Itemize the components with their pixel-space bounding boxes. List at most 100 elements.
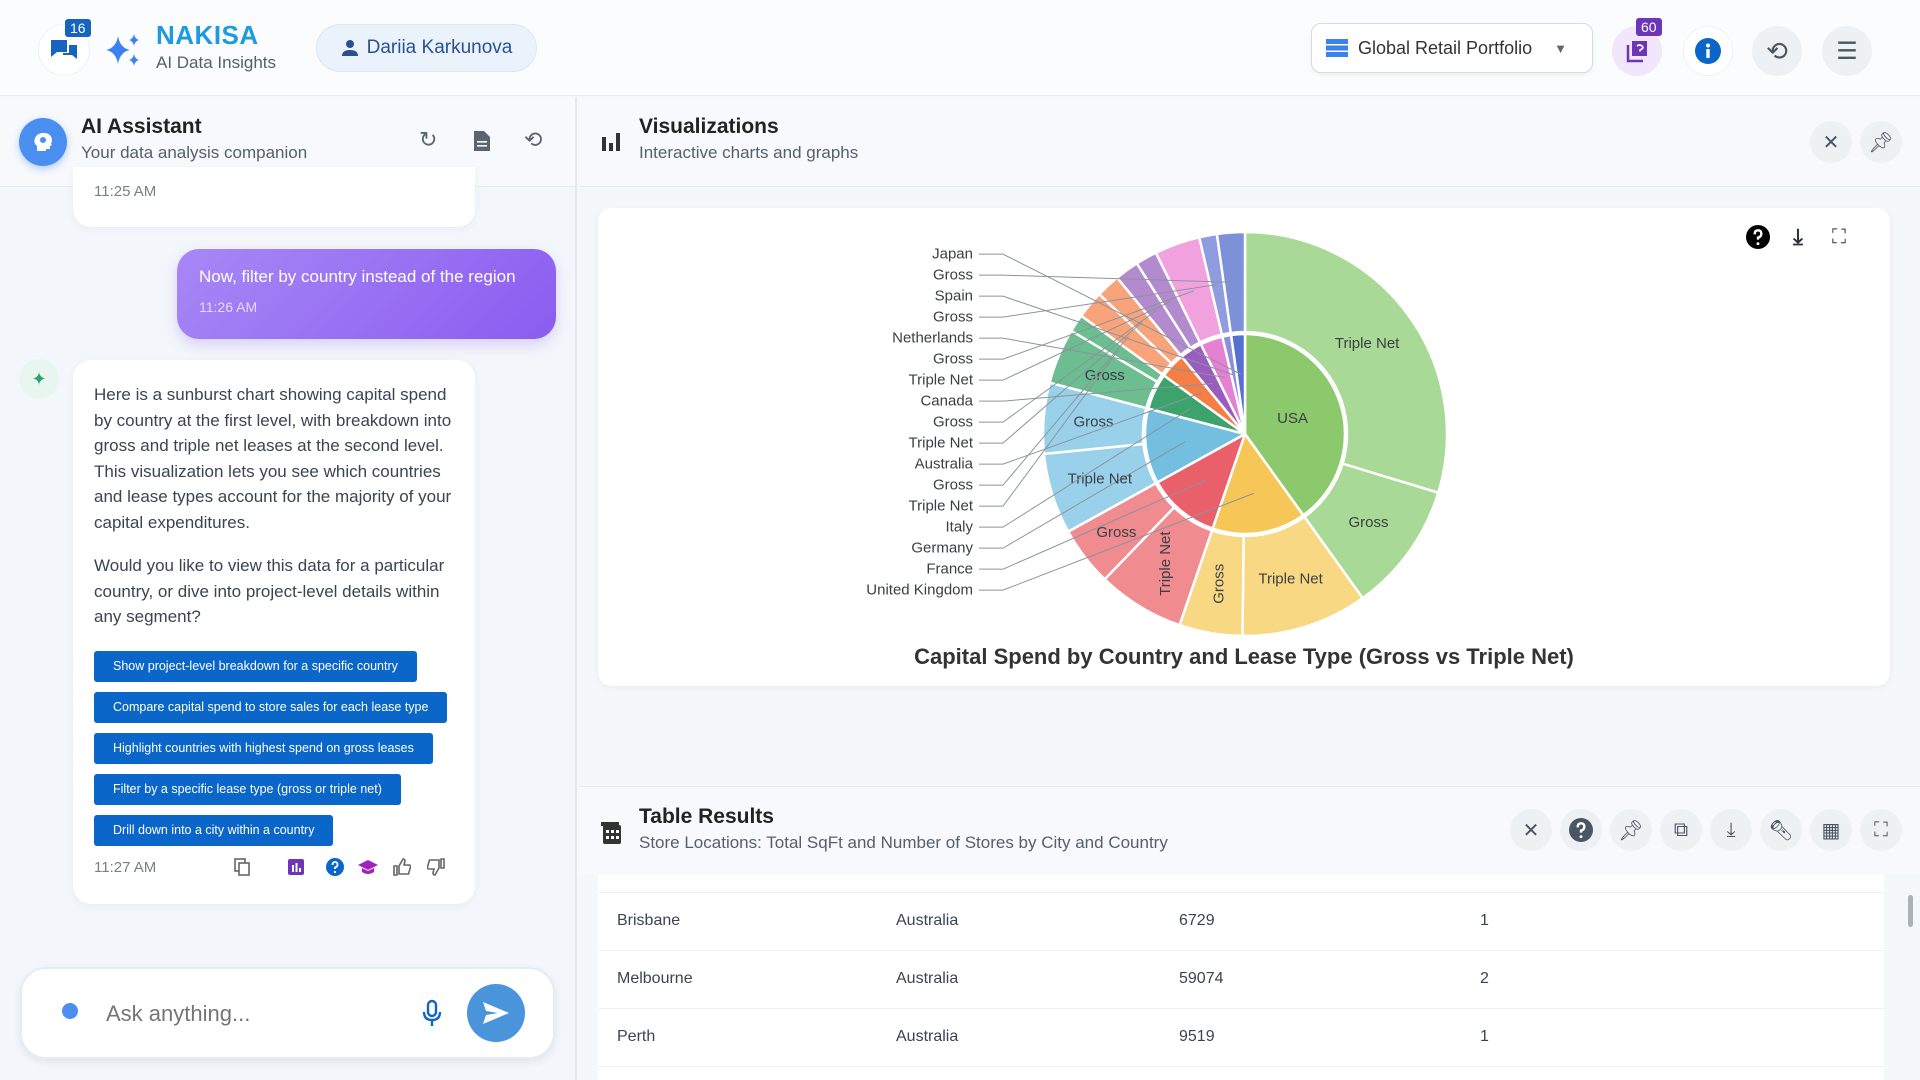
history-button[interactable]: ⟲ [1752,26,1802,76]
chat-button[interactable]: 16 [38,19,91,76]
country-label: USA [1277,410,1308,427]
country-label: United Kingdom [866,582,973,599]
portfolio-dropdown[interactable]: Global Retail Portfolio ▼ [1311,23,1593,73]
sunburst-country-segment[interactable] [1156,432,1247,530]
user-icon [341,40,358,56]
suggestion-button[interactable]: Filter by a specific lease type (gross o… [94,773,401,805]
chat-input-box[interactable] [20,967,555,1059]
table-cell: 6729 [1179,912,1215,929]
message-time: 11:25 AM [94,183,157,200]
table-subtitle: Store Locations: Total SqFt and Number o… [639,833,1168,852]
country-label: Canada [920,393,973,410]
callout-leader-line [979,479,1207,570]
sunburst-country-segment[interactable] [1211,432,1305,536]
callout-leader-line [979,321,1143,444]
table-row[interactable]: Perth Australia 9519 1 [598,1009,1884,1067]
close-icon: ✕ [1522,819,1540,842]
chart-icon[interactable] [288,859,304,875]
table-row[interactable]: AdelaideAustralia595492 [598,875,1884,893]
country-label: Australia [915,456,974,473]
assistant-panel: AI Assistant Your data analysis companio… [0,97,577,1080]
table-cell: Australia [896,970,959,987]
user-message: Now, filter by country instead of the re… [177,249,556,339]
table-cell: 1 [1480,1028,1489,1045]
history-icon[interactable]: ⟲ [524,127,543,152]
download-icon: ⤓ [1793,224,1803,249]
thumbs-up-icon[interactable] [393,858,411,876]
chart-download-button[interactable]: ⤓ [1781,220,1815,254]
table-cell: Perth [617,1028,656,1045]
sunburst-country-segment[interactable] [1243,332,1347,517]
table-download-button[interactable]: ⤓ [1710,809,1752,851]
table-cell: Australia [896,1028,959,1045]
pin-button[interactable]: 📌︎ [1860,121,1902,163]
info-button[interactable] [1683,26,1733,76]
lease-type-label: Gross [1085,367,1125,384]
table-close-button[interactable]: ✕ [1510,809,1552,851]
chat-icon [51,40,77,59]
learn-icon[interactable] [358,859,378,875]
ai-head-icon [34,132,52,151]
portfolio-label: Global Retail Portfolio [1358,37,1533,58]
refresh-icon[interactable]: ↻ [419,127,438,152]
sunburst-country-segment[interactable] [1229,332,1247,436]
lease-type-label: Gross [933,267,973,284]
close-button[interactable]: ✕ [1810,121,1852,163]
callout-leader-line [979,383,1213,402]
download-icon: ⤓ [1726,818,1736,841]
user-message-text: Now, filter by country instead of the re… [199,267,516,286]
message-footer: 11:27 AM [94,856,464,878]
lease-type-label: Triple Net [909,498,974,515]
sunburst-lease-segment[interactable] [1243,230,1449,495]
copy-icon[interactable] [234,858,250,876]
lease-type-label: Triple Net [909,372,974,389]
pin-icon: 📌︎ [1618,819,1644,842]
document-icon[interactable] [474,131,490,151]
chart-help-button[interactable] [1741,220,1775,254]
table-cell: 59074 [1179,970,1224,987]
help-icon [1569,818,1593,842]
microphone-icon[interactable] [422,999,442,1029]
table-grid-view-button[interactable]: ▦ [1810,809,1852,851]
flashlight-icon: 🔦︎ [1768,819,1794,842]
table-fullscreen-button[interactable]: ⛶ [1860,809,1902,851]
table-copy-button[interactable]: ⧉ [1660,809,1702,851]
assistant-title: AI Assistant [81,115,202,138]
menu-button[interactable]: ☰ [1822,26,1872,76]
table-row[interactable]: Melbourne Australia 59074 2 [598,951,1884,1009]
user-profile-button[interactable]: Dariia Karkunova [316,24,537,72]
visualizations-subtitle: Interactive charts and graphs [639,143,859,162]
country-label: Germany [911,540,973,557]
suggestion-button[interactable]: Drill down into a city within a country [94,814,334,846]
thumbs-down-icon[interactable] [427,858,445,876]
grid-icon: ▦ [1821,819,1841,842]
table-insights-button[interactable]: 🔦︎ [1760,809,1802,851]
fullscreen-icon: ⛶ [1832,225,1846,248]
sunburst-country-segment[interactable] [1143,407,1247,484]
questions-count-badge: 60 [1636,18,1662,36]
lease-type-label: Gross [1211,564,1228,604]
visualizations-panel: Visualizations Interactive charts and gr… [579,97,1920,1080]
help-icon[interactable] [326,858,344,876]
brand-subtitle: AI Data Insights [156,53,277,72]
chevron-down-icon: ▼ [1554,40,1567,56]
send-icon [483,1002,509,1024]
chart-card: ⤓ ⛶ USA Triple Net Gross United Kingdom Trip… [598,208,1890,686]
table-pin-button[interactable]: 📌︎ [1610,809,1652,851]
questions-button[interactable]: 60 [1612,18,1662,76]
suggestion-button[interactable]: Highlight countries with highest spend o… [94,732,433,764]
table-help-button[interactable] [1560,809,1602,851]
suggestion-button[interactable]: Compare capital spend to store sales for… [94,691,448,723]
chat-input[interactable] [106,997,406,1031]
send-button[interactable] [467,984,525,1042]
callout-leader-line [979,310,1157,423]
callout-leader-line [979,300,1171,381]
table-scrollbar[interactable] [1908,895,1913,927]
table-header: Table Results Store Locations: Total SqF… [579,786,1920,875]
suggestion-button[interactable]: Show project-level breakdown for a speci… [94,650,417,682]
ai-head-icon [62,1003,78,1019]
table-row[interactable]: Brisbane Australia 6729 1 [598,893,1884,951]
lease-type-label: Triple Net [1068,471,1133,488]
message-time: 11:27 AM [94,858,157,876]
chart-fullscreen-button[interactable]: ⛶ [1822,220,1856,254]
